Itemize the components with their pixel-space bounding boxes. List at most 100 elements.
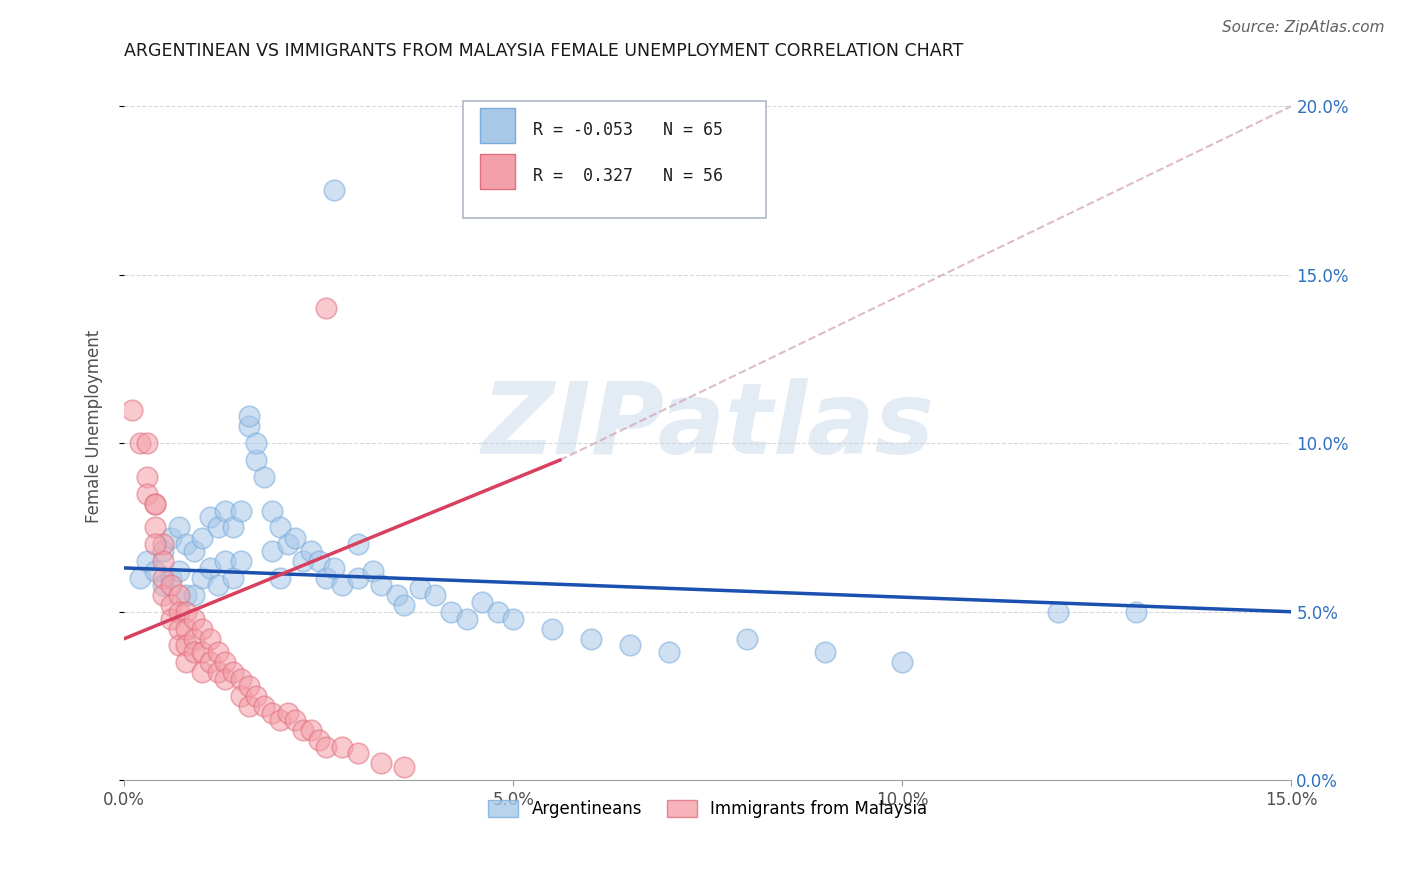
Point bbox=[121, 402, 143, 417]
Point bbox=[214, 672, 236, 686]
Point bbox=[346, 571, 368, 585]
Point bbox=[176, 605, 198, 619]
Point bbox=[658, 645, 681, 659]
Point bbox=[143, 564, 166, 578]
Point bbox=[394, 760, 416, 774]
Point bbox=[440, 605, 463, 619]
Point bbox=[191, 665, 214, 680]
Point bbox=[159, 598, 181, 612]
Text: Source: ZipAtlas.com: Source: ZipAtlas.com bbox=[1222, 20, 1385, 35]
Point bbox=[238, 419, 260, 434]
Point bbox=[159, 611, 181, 625]
Point bbox=[260, 503, 283, 517]
Point bbox=[152, 537, 174, 551]
Point bbox=[346, 747, 368, 761]
Point bbox=[143, 497, 166, 511]
Point bbox=[541, 622, 564, 636]
Point bbox=[229, 672, 252, 686]
Point bbox=[207, 665, 229, 680]
Point bbox=[143, 537, 166, 551]
Legend: Argentineans, Immigrants from Malaysia: Argentineans, Immigrants from Malaysia bbox=[481, 794, 934, 825]
Point bbox=[1125, 605, 1147, 619]
Point bbox=[183, 544, 205, 558]
Point bbox=[214, 503, 236, 517]
Point bbox=[152, 554, 174, 568]
Point bbox=[159, 531, 181, 545]
Point bbox=[167, 588, 190, 602]
Point bbox=[136, 436, 159, 450]
Point bbox=[292, 723, 315, 737]
Point bbox=[229, 689, 252, 703]
Point bbox=[198, 561, 221, 575]
Point bbox=[229, 503, 252, 517]
Point bbox=[176, 622, 198, 636]
Y-axis label: Female Unemployment: Female Unemployment bbox=[86, 330, 103, 523]
Point bbox=[315, 739, 337, 754]
Point bbox=[152, 544, 174, 558]
Point bbox=[277, 537, 299, 551]
Point bbox=[471, 594, 494, 608]
Point bbox=[143, 497, 166, 511]
Point bbox=[370, 578, 392, 592]
Point bbox=[152, 588, 174, 602]
Point bbox=[207, 578, 229, 592]
Point bbox=[136, 487, 159, 501]
Point bbox=[315, 301, 337, 316]
Point bbox=[238, 679, 260, 693]
Point bbox=[813, 645, 835, 659]
Point bbox=[152, 578, 174, 592]
Point bbox=[253, 470, 276, 484]
Text: ARGENTINEAN VS IMMIGRANTS FROM MALAYSIA FEMALE UNEMPLOYMENT CORRELATION CHART: ARGENTINEAN VS IMMIGRANTS FROM MALAYSIA … bbox=[124, 42, 963, 60]
Point bbox=[409, 581, 432, 595]
Text: R =  0.327   N = 56: R = 0.327 N = 56 bbox=[533, 167, 723, 185]
Point bbox=[198, 656, 221, 670]
Point bbox=[1046, 605, 1069, 619]
Point bbox=[330, 739, 353, 754]
Point bbox=[277, 706, 299, 720]
FancyBboxPatch shape bbox=[481, 154, 515, 189]
Point bbox=[486, 605, 509, 619]
Point bbox=[323, 561, 346, 575]
Point bbox=[198, 632, 221, 646]
Point bbox=[176, 588, 198, 602]
Text: ZIPatlas: ZIPatlas bbox=[481, 378, 935, 475]
Point bbox=[619, 639, 641, 653]
Point bbox=[245, 453, 267, 467]
Point bbox=[136, 470, 159, 484]
Point bbox=[425, 588, 447, 602]
Point bbox=[284, 531, 307, 545]
Point bbox=[191, 571, 214, 585]
Point bbox=[183, 632, 205, 646]
Point bbox=[167, 639, 190, 653]
Text: R = -0.053   N = 65: R = -0.053 N = 65 bbox=[533, 120, 723, 138]
Point bbox=[456, 611, 478, 625]
Point bbox=[128, 436, 150, 450]
Point bbox=[167, 564, 190, 578]
Point bbox=[222, 520, 245, 534]
Point bbox=[167, 622, 190, 636]
Point bbox=[238, 409, 260, 424]
Point bbox=[308, 732, 330, 747]
Point bbox=[191, 622, 214, 636]
Point bbox=[214, 554, 236, 568]
Point bbox=[891, 656, 914, 670]
Point bbox=[128, 571, 150, 585]
Point bbox=[152, 571, 174, 585]
Point bbox=[735, 632, 758, 646]
Point bbox=[207, 645, 229, 659]
Point bbox=[183, 588, 205, 602]
Point bbox=[361, 564, 384, 578]
Point bbox=[346, 537, 368, 551]
Point bbox=[183, 611, 205, 625]
Point bbox=[260, 544, 283, 558]
FancyBboxPatch shape bbox=[481, 108, 515, 144]
Point bbox=[269, 713, 291, 727]
Point bbox=[191, 645, 214, 659]
Point bbox=[183, 645, 205, 659]
Point bbox=[385, 588, 408, 602]
Point bbox=[323, 183, 346, 197]
Point bbox=[198, 510, 221, 524]
Point bbox=[207, 520, 229, 534]
Point bbox=[284, 713, 307, 727]
Point bbox=[143, 520, 166, 534]
